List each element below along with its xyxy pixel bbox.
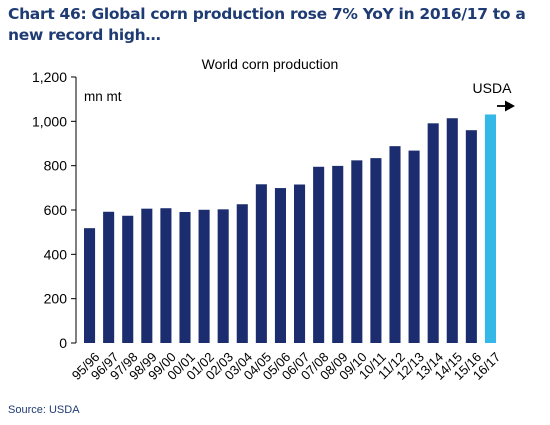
bar-07-08 <box>313 166 325 343</box>
y-axis-unit-label: mn mt <box>84 89 122 104</box>
bar-95-96 <box>84 228 96 343</box>
y-tick-label: 200 <box>44 291 68 307</box>
bar-01-02 <box>198 209 210 343</box>
y-tick-label: 600 <box>44 202 68 218</box>
x-axis: 95/9696/9797/9898/9999/0000/0101/0202/03… <box>69 349 504 383</box>
usda-arrow <box>497 100 515 112</box>
usda-annotation: USDA <box>473 80 513 96</box>
bar-12-13 <box>408 150 420 343</box>
bar-97-98 <box>122 215 134 343</box>
bar-16-17 <box>484 114 496 343</box>
bar-14-15 <box>446 118 458 343</box>
bar-15-16 <box>465 130 477 343</box>
bar-00-01 <box>179 211 191 343</box>
y-tick-label: 1,200 <box>32 69 67 85</box>
bar-13-14 <box>427 123 439 343</box>
bar-96-97 <box>103 211 115 343</box>
chart-title: Chart 46: Global corn production rose 7%… <box>8 5 526 44</box>
chart-subtitle: World corn production <box>202 56 339 72</box>
bar-10-11 <box>370 158 382 343</box>
source-note: Source: USDA <box>8 404 80 416</box>
bar-11-12 <box>389 146 401 343</box>
bar-05-06 <box>274 188 286 343</box>
bar-98-99 <box>141 208 153 343</box>
y-axis: 0 200 400 600 800 1,000 1,200 <box>32 69 76 351</box>
bar-08-09 <box>332 165 344 343</box>
y-tick-label: 0 <box>59 335 67 351</box>
bar-99-00 <box>160 208 172 343</box>
y-tick-label: 1,000 <box>32 113 67 129</box>
y-tick-label: 800 <box>44 158 68 174</box>
bar-09-10 <box>351 160 363 343</box>
bar-series <box>84 114 496 343</box>
bar-04-05 <box>255 184 267 343</box>
bar-02-03 <box>217 209 229 343</box>
bar-06-07 <box>294 184 306 343</box>
y-tick-label: 400 <box>44 246 68 262</box>
bar-03-04 <box>236 204 248 343</box>
